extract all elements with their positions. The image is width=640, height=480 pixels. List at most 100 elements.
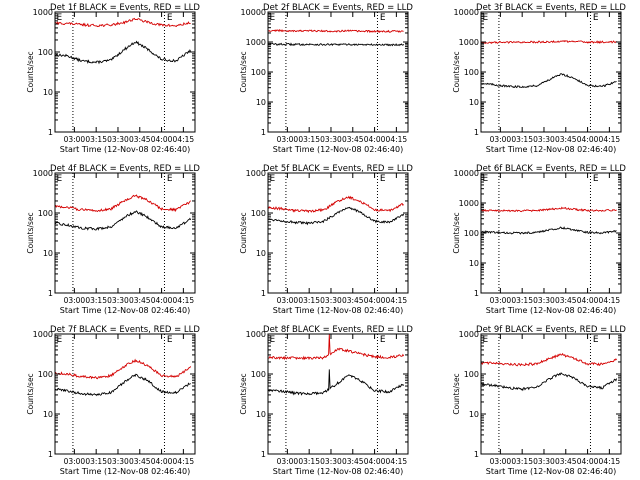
x-tick-label: 03:15 [85,296,107,305]
edge-marker-label: E [593,13,599,23]
x-tick-label: 03:45 [555,296,577,305]
x-tick-label: 03:45 [342,135,364,144]
y-tick-label: 10 [256,249,266,258]
y-tick-label: 100 [38,370,53,379]
x-tick-label: 03:00 [64,296,86,305]
series-lld-line [481,39,617,45]
x-tick-label: 04:00 [364,457,386,466]
y-tick-label: 1 [261,128,266,137]
y-tick-label: 10 [256,98,266,107]
x-tick-label: 04:15 [173,296,195,305]
plot-frame [267,333,409,455]
y-tick-label: 1000 [246,169,266,178]
edge-marker-label: E [593,335,599,345]
series-events-line [481,226,617,235]
x-tick-label: 04:15 [173,457,195,466]
y-axis-label: Counts/sec [452,373,461,414]
plot-frame [267,11,409,133]
edge-marker-label: E [380,335,386,345]
x-axis-label: Start Time (12-Nov-08 02:46:40) [60,145,190,154]
y-tick-label: 100 [251,68,266,77]
x-tick-label: 03:00 [277,457,299,466]
x-tick-label: 03:45 [129,296,151,305]
y-tick-label: 10000 [454,8,479,17]
x-tick-label: 03:15 [511,135,533,144]
x-tick-label: 03:00 [277,135,299,144]
y-tick-label: 1000 [459,38,479,47]
plot-frame [480,333,622,455]
x-tick-label: 03:30 [533,135,555,144]
y-tick-label: 10000 [241,8,266,17]
panel-title: Det 1f BLACK = Events, RED = LLD [50,3,200,13]
plot-frame [267,172,409,294]
y-tick-label: 1000 [33,169,53,178]
x-axis-label: Start Time (12-Nov-08 02:46:40) [273,467,403,476]
series-lld-line [55,358,191,380]
y-tick-label: 100 [464,229,479,238]
series-lld-line [481,206,617,213]
plot-frame [54,172,196,294]
edge-marker-label: E [380,174,386,184]
plot-frame [480,172,622,294]
y-tick-label: 1 [48,289,53,298]
x-tick-label: 03:00 [64,135,86,144]
y-tick-label: 100 [464,68,479,77]
x-tick-label: 03:00 [490,296,512,305]
x-axis-label: Start Time (12-Nov-08 02:46:40) [60,467,190,476]
x-tick-label: 04:15 [386,135,408,144]
edge-marker-label: E [56,13,62,23]
x-axis-label: Start Time (12-Nov-08 02:46:40) [486,306,616,315]
x-axis-label: Start Time (12-Nov-08 02:46:40) [273,306,403,315]
x-tick-label: 04:00 [577,135,599,144]
x-tick-label: 03:15 [298,135,320,144]
x-tick-label: 03:30 [533,296,555,305]
panel-title: Det 6f BLACK = Events, RED = LLD [476,164,626,174]
panel-title: Det 8f BLACK = Events, RED = LLD [263,325,413,335]
x-tick-label: 03:45 [129,135,151,144]
x-tick-label: 03:00 [490,457,512,466]
y-tick-label: 10 [256,410,266,419]
series-events-line [268,369,404,396]
y-tick-label: 1 [261,289,266,298]
y-tick-label: 100 [251,370,266,379]
x-tick-label: 04:00 [151,135,173,144]
edge-marker-label: E [56,335,62,345]
x-tick-label: 03:15 [85,135,107,144]
y-tick-label: 10 [43,88,53,97]
x-tick-label: 04:15 [599,296,621,305]
series-events-line [268,206,405,226]
x-tick-label: 04:00 [577,457,599,466]
y-tick-label: 1 [48,128,53,137]
series-events-line [268,42,404,47]
series-events-line [55,210,192,231]
x-tick-label: 03:45 [555,457,577,466]
y-tick-label: 1000 [246,330,266,339]
x-tick-label: 03:30 [320,296,342,305]
x-tick-label: 03:15 [511,457,533,466]
edge-marker-label: E [167,174,173,184]
edge-marker-label: E [482,335,488,345]
panel-title: Det 2f BLACK = Events, RED = LLD [263,3,413,13]
x-tick-label: 03:00 [64,457,86,466]
y-tick-label: 100 [38,209,53,218]
x-tick-label: 04:00 [151,457,173,466]
x-axis-label: Start Time (12-Nov-08 02:46:40) [273,145,403,154]
panel-title: Det 4f BLACK = Events, RED = LLD [50,164,200,174]
series-events-line [55,40,191,65]
y-tick-label: 100 [464,370,479,379]
series-lld-line [268,333,405,361]
plot-frame [480,11,622,133]
y-tick-label: 1000 [459,199,479,208]
y-axis-label: Counts/sec [452,212,461,253]
panel-title: Det 5f BLACK = Events, RED = LLD [263,164,413,174]
edge-marker-label: E [269,335,275,345]
x-axis-label: Start Time (12-Nov-08 02:46:40) [486,467,616,476]
x-tick-label: 03:15 [298,457,320,466]
x-tick-label: 04:00 [577,296,599,305]
edge-marker-label: E [482,13,488,23]
